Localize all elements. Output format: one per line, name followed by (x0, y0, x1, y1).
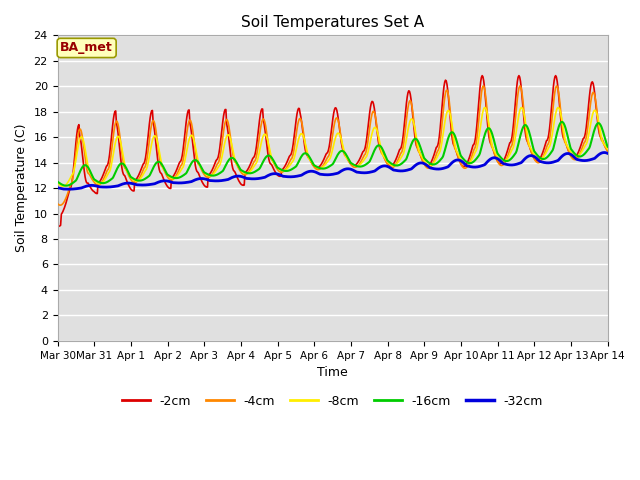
-16cm (54, 179, 61, 185)
-8cm (206, 173, 214, 179)
-4cm (121, 165, 129, 171)
-4cm (400, 137, 408, 143)
-2cm (417, 152, 424, 157)
-8cm (604, 146, 612, 152)
-2cm (54, 223, 62, 229)
-4cm (604, 148, 612, 154)
-2cm (400, 124, 408, 130)
-2cm (121, 173, 129, 179)
-2cm (604, 148, 612, 154)
Line: -32cm: -32cm (58, 153, 608, 189)
-4cm (417, 152, 424, 157)
-8cm (177, 168, 184, 174)
-8cm (54, 179, 61, 185)
Line: -4cm: -4cm (58, 86, 608, 205)
-2cm (206, 171, 214, 177)
-32cm (177, 180, 184, 186)
-16cm (65, 182, 72, 188)
-2cm (177, 158, 184, 164)
Y-axis label: Soil Temperature (C): Soil Temperature (C) (15, 124, 28, 252)
-32cm (121, 180, 129, 186)
-8cm (400, 148, 408, 154)
-8cm (65, 179, 72, 185)
Title: Soil Temperatures Set A: Soil Temperatures Set A (241, 15, 424, 30)
Legend: -2cm, -4cm, -8cm, -16cm, -32cm: -2cm, -4cm, -8cm, -16cm, -32cm (117, 390, 548, 413)
-4cm (54, 201, 61, 206)
-16cm (558, 119, 566, 125)
-4cm (65, 189, 72, 195)
-16cm (62, 183, 70, 189)
-4cm (552, 83, 560, 89)
Line: -2cm: -2cm (58, 76, 608, 226)
-32cm (65, 186, 73, 192)
Line: -8cm: -8cm (58, 108, 608, 186)
-32cm (600, 150, 608, 156)
-8cm (417, 151, 424, 157)
-8cm (554, 105, 562, 110)
-16cm (417, 144, 424, 150)
-4cm (206, 174, 214, 180)
-32cm (417, 160, 424, 166)
-32cm (604, 151, 612, 156)
-16cm (400, 158, 408, 164)
-2cm (65, 192, 72, 198)
-16cm (177, 174, 184, 180)
-2cm (515, 73, 523, 79)
-16cm (121, 163, 129, 168)
-16cm (604, 144, 612, 150)
-16cm (206, 172, 214, 178)
-32cm (54, 185, 61, 191)
-4cm (57, 202, 65, 208)
-32cm (400, 168, 408, 174)
-8cm (121, 162, 129, 168)
X-axis label: Time: Time (317, 366, 348, 379)
-32cm (206, 178, 214, 183)
-4cm (177, 163, 184, 168)
-8cm (59, 183, 67, 189)
-32cm (63, 186, 71, 192)
-2cm (54, 223, 61, 229)
Line: -16cm: -16cm (58, 122, 608, 186)
Text: BA_met: BA_met (60, 41, 113, 54)
